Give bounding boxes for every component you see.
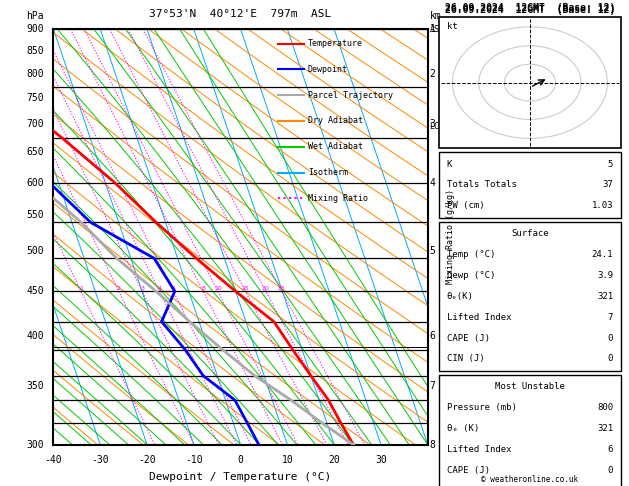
Text: 20: 20 (262, 286, 270, 291)
Text: 1: 1 (430, 24, 435, 34)
Text: Lifted Index: Lifted Index (447, 312, 511, 322)
Text: 300: 300 (26, 440, 44, 450)
Text: Dewp (°C): Dewp (°C) (447, 271, 495, 280)
Text: 700: 700 (26, 119, 44, 129)
Text: Pressure (mb): Pressure (mb) (447, 403, 516, 412)
Text: 10: 10 (282, 455, 293, 465)
Text: 26.09.2024  12GMT  (Base: 12): 26.09.2024 12GMT (Base: 12) (445, 5, 615, 15)
Text: 15: 15 (242, 286, 249, 291)
Text: 25: 25 (278, 286, 286, 291)
Text: 20: 20 (328, 455, 340, 465)
Text: 30: 30 (375, 455, 387, 465)
Text: -10: -10 (185, 455, 203, 465)
Text: -40: -40 (45, 455, 62, 465)
Text: θₑ (K): θₑ (K) (447, 424, 479, 433)
Text: 4: 4 (157, 286, 162, 291)
Text: 8: 8 (201, 286, 205, 291)
Text: Mixing Ratio (g/kg): Mixing Ratio (g/kg) (446, 190, 455, 284)
Text: 0: 0 (238, 455, 243, 465)
Text: Isotherm: Isotherm (308, 168, 348, 177)
Text: 26.09.2024  12GMT  (Base: 12): 26.09.2024 12GMT (Base: 12) (445, 3, 615, 14)
Text: -30: -30 (91, 455, 109, 465)
Text: 0: 0 (608, 333, 613, 343)
Text: 8: 8 (430, 440, 435, 450)
Text: 321: 321 (597, 292, 613, 301)
Text: 6: 6 (430, 331, 435, 341)
Text: hPa: hPa (26, 11, 44, 21)
Text: 3.9: 3.9 (597, 271, 613, 280)
Text: 800: 800 (26, 69, 44, 79)
Text: 3: 3 (430, 119, 435, 129)
Text: CIN (J): CIN (J) (447, 354, 484, 364)
Text: Temperature: Temperature (308, 39, 363, 48)
Text: Wet Adiabat: Wet Adiabat (308, 142, 363, 151)
Text: © weatheronline.co.uk: © weatheronline.co.uk (481, 474, 579, 484)
Text: 4: 4 (430, 177, 435, 188)
Text: 900: 900 (26, 24, 44, 34)
Text: 5: 5 (608, 159, 613, 169)
Text: Dewpoint: Dewpoint (308, 65, 348, 74)
Text: 550: 550 (26, 210, 44, 221)
Text: 2: 2 (430, 69, 435, 79)
Text: Dry Adiabat: Dry Adiabat (308, 117, 363, 125)
Text: 1.03: 1.03 (592, 201, 613, 210)
Text: PW (cm): PW (cm) (447, 201, 484, 210)
Text: θₑ(K): θₑ(K) (447, 292, 474, 301)
Text: kt: kt (447, 22, 457, 31)
Text: 600: 600 (26, 177, 44, 188)
Text: 321: 321 (597, 424, 613, 433)
Text: 5: 5 (430, 246, 435, 257)
Text: 800: 800 (597, 403, 613, 412)
Text: -20: -20 (138, 455, 156, 465)
Text: 6: 6 (608, 445, 613, 454)
Text: CAPE (J): CAPE (J) (447, 466, 490, 475)
Text: LCL: LCL (430, 122, 445, 131)
Text: 450: 450 (26, 286, 44, 296)
Text: Dewpoint / Temperature (°C): Dewpoint / Temperature (°C) (150, 472, 331, 482)
Text: km: km (430, 11, 442, 21)
Text: 37°53'N  40°12'E  797m  ASL: 37°53'N 40°12'E 797m ASL (150, 9, 331, 19)
Text: 500: 500 (26, 246, 44, 257)
Text: Most Unstable: Most Unstable (495, 382, 565, 391)
Text: Totals Totals: Totals Totals (447, 180, 516, 190)
Text: 0: 0 (608, 354, 613, 364)
Text: CAPE (J): CAPE (J) (447, 333, 490, 343)
Text: 24.1: 24.1 (592, 250, 613, 259)
Text: Temp (°C): Temp (°C) (447, 250, 495, 259)
Text: Lifted Index: Lifted Index (447, 445, 511, 454)
Text: 650: 650 (26, 147, 44, 157)
Text: 3: 3 (140, 286, 144, 291)
Text: 2: 2 (117, 286, 121, 291)
Text: K: K (447, 159, 452, 169)
Text: 1: 1 (79, 286, 83, 291)
Text: 5: 5 (171, 286, 175, 291)
Text: Mixing Ratio: Mixing Ratio (308, 194, 368, 203)
Text: 10: 10 (214, 286, 222, 291)
Text: 7: 7 (430, 382, 435, 391)
Text: 750: 750 (26, 93, 44, 103)
Text: 7: 7 (608, 312, 613, 322)
Text: 850: 850 (26, 46, 44, 56)
Text: 400: 400 (26, 331, 44, 341)
Text: Surface: Surface (511, 229, 548, 238)
Text: ASL: ASL (430, 25, 445, 34)
Text: Parcel Trajectory: Parcel Trajectory (308, 91, 393, 100)
Text: 0: 0 (608, 466, 613, 475)
Text: 350: 350 (26, 382, 44, 391)
Text: 37: 37 (603, 180, 613, 190)
